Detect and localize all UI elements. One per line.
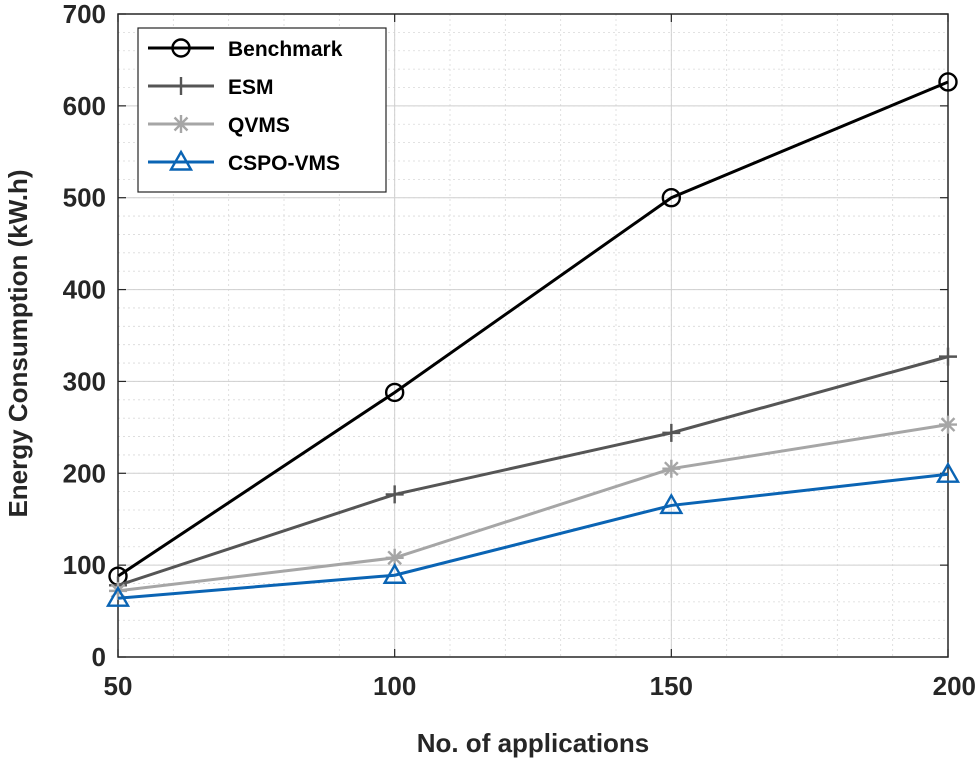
plot-frame [117,13,949,658]
series-line-cspo-vms [117,472,949,600]
asterisk-marker [172,115,190,133]
series-cspo-vms [105,461,961,607]
legend: Benchmark ESM QVMS CSPO-VMS [137,27,387,193]
y-tick-label: 600 [63,91,106,121]
series-line-esm [117,355,949,587]
asterisk-marker [662,459,681,478]
plus-marker [939,347,957,366]
series-qvms [109,415,957,600]
legend-item: ESM [148,76,274,99]
x-tick-labels: 50 100 150 200 [104,671,976,701]
triangle-marker [659,493,684,515]
y-tick-labels: 0 100 200 300 400 500 600 700 [63,0,106,672]
triangle-marker [382,562,407,584]
x-axis-label: No. of applications [417,728,650,758]
series-line-qvms [117,423,949,593]
legend-item: QVMS [148,114,290,137]
plus-marker [662,423,681,442]
triangle-marker [168,149,194,171]
circle-marker [938,72,958,92]
legend-item: CSPO-VMS [148,149,340,175]
legend-label: QVMS [228,114,290,137]
y-tick-label: 300 [63,366,106,396]
legend-label: ESM [228,76,274,99]
plus-marker [385,485,404,504]
x-tick-label: 200 [933,671,976,701]
legend-label: Benchmark [228,38,343,61]
x-tick-label: 50 [104,671,133,701]
series-benchmark [108,72,958,586]
y-tick-label: 0 [92,642,106,672]
legend-item: Benchmark [148,38,343,61]
series-esm [109,347,957,595]
y-tick-label: 400 [63,275,106,305]
asterisk-marker [939,415,957,434]
circle-marker [384,382,405,403]
y-tick-label: 200 [63,458,106,488]
triangle-marker [935,461,961,483]
y-axis-label: Energy Consumption (kW.h) [3,169,33,517]
y-tick-label: 700 [63,0,106,29]
triangle-marker [105,585,131,607]
x-tick-label: 150 [650,671,693,701]
x-tick-label: 100 [373,671,416,701]
series-layer [105,72,961,607]
circle-marker [661,188,682,208]
asterisk-marker [385,548,404,567]
legend-label: CSPO-VMS [228,152,340,175]
asterisk-marker [109,581,127,600]
legend-items: Benchmark ESM QVMS CSPO-VMS [148,38,343,175]
y-tick-label: 500 [63,183,106,213]
circle-marker [171,38,191,58]
series-line-benchmark [117,80,949,578]
plus-marker [172,77,190,95]
y-tick-label: 100 [63,550,106,580]
